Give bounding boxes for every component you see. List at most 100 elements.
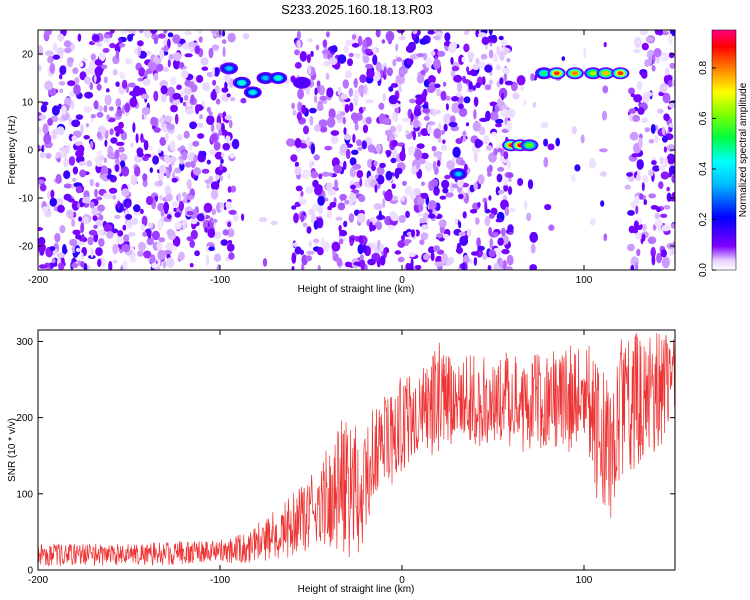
spectrogram-cell [488, 35, 497, 40]
spectrogram-cell [228, 252, 235, 260]
spectrogram-cell [328, 108, 336, 120]
spectrogram-cell [433, 186, 440, 196]
spectrogram-cell [134, 166, 141, 177]
spectrogram-cell [326, 31, 330, 38]
spectrogram-cell [375, 61, 382, 72]
spectrogram-cell [451, 65, 460, 72]
spectrogram-cell [500, 39, 508, 47]
spectrogram-cell [164, 133, 169, 142]
spectrogram-cell [496, 64, 501, 71]
spectrogram-cell [661, 126, 666, 136]
spectrogram-cell [502, 67, 510, 75]
spectrogram-cell [344, 199, 350, 205]
spectrogram-cell [358, 235, 364, 244]
spectrogram-cell [292, 109, 297, 116]
spectrogram-cell [503, 178, 508, 186]
spectrogram-cell [468, 81, 473, 90]
spectrogram-cell [658, 164, 666, 172]
spectrogram-cell [94, 59, 103, 66]
spectrogram-cell [372, 54, 378, 66]
spectrogram-cell [98, 238, 105, 247]
spectrogram-cell [480, 53, 488, 60]
colorbar-scale [712, 30, 736, 270]
spectrogram-cell [201, 66, 209, 71]
spectrogram-cell [384, 190, 393, 202]
spectrogram-hot-spot [275, 76, 282, 80]
spectrogram-cell [150, 116, 158, 127]
spectrogram-cell [413, 108, 422, 117]
spectrogram-cell [449, 41, 458, 50]
spectrogram-cell [338, 225, 342, 232]
spectrogram-cell [176, 134, 183, 141]
spectrogram-cell [367, 158, 374, 169]
spectrogram-cell [123, 234, 130, 242]
spectrogram-cell [114, 164, 120, 173]
spectrogram-cell [78, 216, 83, 222]
spectrogram-cell [428, 200, 437, 210]
spectrogram-cell [636, 159, 644, 170]
spectrogram-cell [543, 138, 549, 147]
spectrogram-cell [290, 154, 298, 162]
spectrogram-cell [396, 30, 405, 34]
spectrogram-cell [414, 149, 423, 160]
spectrogram-cell [344, 133, 352, 141]
spectrogram-cell [74, 77, 80, 85]
spectrogram-cell [183, 31, 193, 36]
spectrogram-cell [372, 48, 377, 54]
spectrogram-cell [229, 152, 235, 159]
spectrogram-cell [419, 239, 425, 246]
spectrogram-cell [317, 206, 324, 214]
spectrogram-cell [420, 232, 429, 241]
spectrogram-cell [671, 191, 675, 198]
spectrogram-cell [262, 258, 268, 267]
spectrogram-cell [227, 240, 233, 244]
spectrogram-cell [403, 239, 412, 244]
spectrogram-cell [444, 174, 451, 180]
spectrogram-cell [641, 42, 649, 51]
spectrogram-cell [374, 184, 378, 193]
spectrogram-cell [215, 98, 221, 105]
spectrogram-cell [192, 140, 200, 147]
spectrogram-cell [427, 30, 435, 35]
spectrogram-cell [103, 192, 110, 199]
spectrogram-cell [400, 34, 405, 40]
spectrogram-cell [103, 223, 113, 233]
spectrogram-cell [427, 124, 432, 135]
spectrogram-cell [503, 151, 509, 160]
spectrogram-cell [80, 252, 84, 260]
spectrogram-cell [167, 32, 174, 38]
spectrogram-cell [410, 112, 414, 122]
spectrogram-cell [66, 209, 74, 219]
spectrogram-cell [241, 213, 245, 221]
spectrogram-cell [270, 220, 278, 226]
spectrogram-cell [210, 189, 219, 200]
spectrogram-cell [330, 130, 340, 136]
spectrogram-cell [340, 93, 349, 100]
spectrogram-cell [171, 201, 178, 208]
spectrogram-cell [89, 201, 95, 209]
spectrogram-cell [75, 247, 81, 253]
spectrogram-hot-spot [298, 80, 305, 85]
spectrogram-cell [373, 160, 378, 167]
spectrogram-cell [211, 218, 218, 223]
spectrogram-cell [672, 241, 675, 249]
spectrogram-cell [481, 76, 486, 86]
spectrogram-cell [497, 189, 505, 195]
spectrogram-cell [486, 166, 491, 174]
spectrogram-cell [291, 265, 295, 270]
snr-series-line [38, 332, 675, 567]
spectrogram-cell [141, 215, 148, 227]
spectrogram-cell [220, 152, 225, 158]
spectrogram-cell [38, 179, 45, 185]
spectrogram-cell [438, 219, 447, 228]
spectrogram-cell [197, 30, 203, 35]
spectrogram-cell [375, 174, 379, 179]
spectrogram-cell [219, 202, 225, 211]
spectrogram-cell [501, 227, 506, 237]
spectrogram-cell [358, 194, 366, 203]
spectrogram-cell [424, 162, 433, 172]
spectrogram-cell [39, 184, 47, 192]
spectrogram-cell [475, 58, 480, 64]
spectrogram-cell [62, 244, 67, 255]
spectrogram-cell [442, 187, 449, 194]
